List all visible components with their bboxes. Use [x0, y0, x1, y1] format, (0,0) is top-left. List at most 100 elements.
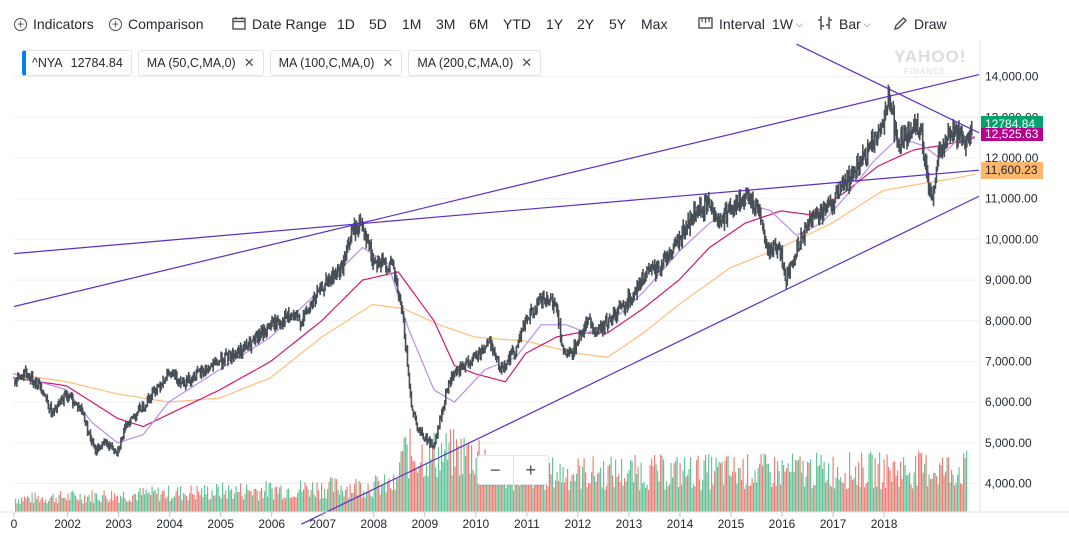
volume-bar [279, 487, 281, 512]
chart-axes: 4,000.00 5,000.00 6,000.00 7,000.00 8,000.00… [0, 40, 1069, 531]
volume-bar [465, 455, 467, 512]
zoom-in-button[interactable]: + [525, 459, 536, 480]
volume-bar [111, 491, 113, 512]
range-2y[interactable]: 2Y [577, 16, 595, 32]
indicators-button[interactable]: + Indicators [14, 14, 94, 34]
ma200-line [12, 173, 976, 403]
interval-label: Interval [719, 16, 765, 32]
y-tick-label: 8,000.00 [985, 314, 1032, 328]
range-ytd[interactable]: YTD [503, 16, 531, 32]
chart-type-dropdown[interactable]: Bar ⌵ [817, 14, 871, 34]
volume-bar [364, 497, 366, 512]
volume-bar [618, 474, 620, 512]
volume-bar [441, 443, 443, 512]
volume-bar [804, 486, 806, 512]
volume-bar [516, 461, 518, 512]
volume-bar [619, 482, 621, 512]
date-range-button[interactable]: Date Range [232, 14, 327, 34]
volume-bar [174, 496, 176, 512]
volume-bar [241, 495, 243, 512]
interval-dropdown[interactable]: Interval 1W ⌵ [698, 14, 803, 34]
volume-bar [450, 429, 452, 512]
volume-bar [43, 502, 45, 512]
volume-bar [556, 471, 558, 512]
volume-bar [457, 445, 459, 512]
range-5y[interactable]: 5Y [609, 16, 627, 32]
volume-bar [643, 481, 645, 512]
volume-bar [375, 475, 377, 512]
symbol-pill[interactable]: ^NYA 12784.84 [22, 50, 132, 76]
ma200-pill[interactable]: MA (200,C,MA,0) ✕ [408, 50, 542, 76]
volume-bar [514, 470, 516, 512]
volume-bar [645, 487, 647, 512]
ma100-label: MA (100,C,MA,0) [278, 56, 375, 70]
volume-bar [624, 478, 626, 512]
volume-bar [780, 484, 782, 512]
symbol-label: ^NYA [32, 56, 63, 70]
ma-100-c-ma-0--path [12, 137, 976, 428]
volume-bar [390, 488, 392, 512]
volume-bar [277, 493, 279, 512]
range-6m[interactable]: 6M [469, 16, 489, 32]
volume-bar [39, 502, 41, 512]
range-3m[interactable]: 3M [436, 16, 456, 32]
volume-bar [406, 444, 408, 512]
range-1y[interactable]: 1Y [546, 16, 564, 32]
range-1m[interactable]: 1M [402, 16, 422, 32]
volume-bar [366, 492, 368, 512]
volume-bar [568, 489, 570, 512]
volume-bar [198, 491, 200, 512]
close-icon[interactable]: ✕ [243, 55, 255, 70]
volume-bar [123, 491, 125, 512]
volume-bar [276, 486, 278, 512]
close-icon[interactable]: ✕ [382, 55, 394, 70]
volume-bar [712, 484, 714, 512]
volume-bar [574, 481, 576, 512]
comparison-button[interactable]: + Comparison [109, 14, 203, 34]
close-icon[interactable]: ✕ [521, 55, 533, 70]
volume-bar [508, 468, 510, 512]
ma50-pill[interactable]: MA (50,C,MA,0) ✕ [137, 50, 264, 76]
zoom-out-button[interactable]: − [478, 456, 514, 484]
volume-bar [834, 488, 836, 512]
volume-bar [147, 493, 149, 512]
volume-bar [852, 479, 854, 512]
volume-bar [885, 487, 887, 512]
volume-bar [34, 492, 36, 512]
volume-bar [922, 472, 924, 512]
volume-bar [552, 457, 554, 512]
volume-bar [883, 459, 885, 512]
volume-bar [72, 490, 74, 512]
volume-bar [237, 491, 239, 512]
volume-bar [648, 489, 650, 512]
draw-label: Draw [914, 16, 947, 32]
volume-bar [495, 476, 497, 512]
draw-button[interactable]: Draw [893, 14, 947, 34]
volume-bar [412, 460, 414, 512]
range-1d[interactable]: 1D [337, 16, 355, 32]
range-5d[interactable]: 5D [369, 16, 387, 32]
volume-bar [673, 463, 675, 512]
volume-bar [376, 476, 378, 512]
volume-bar [588, 482, 590, 512]
volume-bar [252, 495, 254, 512]
volume-bar [124, 498, 126, 512]
volume-bar [292, 496, 294, 512]
volume-bar [778, 471, 780, 512]
volume-bar [172, 497, 174, 512]
volume-bar [120, 495, 122, 512]
x-tick-label: 2016 [769, 517, 796, 531]
x-tick-label: 2010 [462, 517, 489, 531]
volume-bar [640, 462, 642, 512]
volume-bar [315, 496, 317, 512]
volume-bar [223, 494, 225, 512]
volume-bar [786, 468, 788, 512]
volume-bar [262, 498, 264, 512]
volume-bar [267, 496, 269, 512]
ma100-pill[interactable]: MA (100,C,MA,0) ✕ [269, 50, 403, 76]
volume-bar [273, 499, 275, 512]
volume-bar [736, 483, 738, 512]
volume-bar [685, 476, 687, 512]
range-max[interactable]: Max [641, 16, 668, 32]
